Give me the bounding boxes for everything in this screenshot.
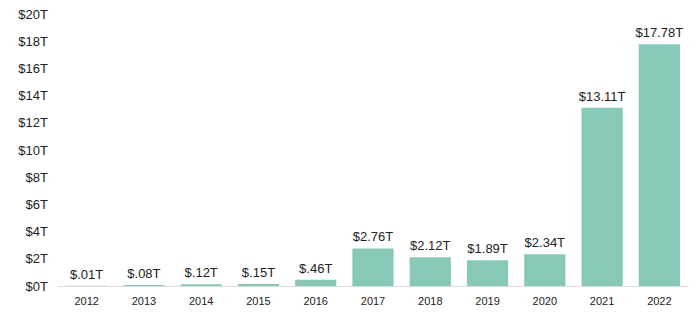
svg-text:$16T: $16T bbox=[18, 61, 48, 76]
svg-text:$2.76T: $2.76T bbox=[353, 229, 394, 244]
svg-text:2018: 2018 bbox=[418, 295, 442, 307]
svg-text:$14T: $14T bbox=[18, 88, 48, 103]
svg-text:$20T: $20T bbox=[18, 7, 48, 22]
svg-text:$1.89T: $1.89T bbox=[467, 241, 508, 256]
svg-text:2017: 2017 bbox=[361, 295, 385, 307]
svg-text:2019: 2019 bbox=[475, 295, 499, 307]
svg-text:$6T: $6T bbox=[26, 197, 48, 212]
svg-text:2022: 2022 bbox=[647, 295, 671, 307]
svg-text:$.15T: $.15T bbox=[242, 265, 275, 280]
svg-text:2014: 2014 bbox=[189, 295, 213, 307]
svg-text:$13.11T: $13.11T bbox=[579, 89, 626, 104]
svg-text:$10T: $10T bbox=[18, 143, 48, 158]
svg-text:$8T: $8T bbox=[26, 170, 48, 185]
svg-text:2013: 2013 bbox=[132, 295, 156, 307]
svg-text:$12T: $12T bbox=[18, 115, 48, 130]
svg-text:2020: 2020 bbox=[533, 295, 557, 307]
svg-text:$.01T: $.01T bbox=[70, 267, 103, 282]
svg-text:$17.78T: $17.78T bbox=[636, 25, 684, 40]
svg-text:$4T: $4T bbox=[26, 224, 48, 239]
svg-text:$2.12T: $2.12T bbox=[410, 238, 451, 253]
svg-text:2015: 2015 bbox=[246, 295, 270, 307]
svg-text:2016: 2016 bbox=[303, 295, 327, 307]
svg-text:$2T: $2T bbox=[26, 251, 48, 266]
svg-text:2012: 2012 bbox=[74, 295, 98, 307]
svg-text:2021: 2021 bbox=[590, 295, 614, 307]
svg-text:$.46T: $.46T bbox=[299, 261, 332, 276]
svg-text:$0T: $0T bbox=[26, 279, 48, 294]
svg-text:$2.34T: $2.34T bbox=[525, 235, 566, 250]
svg-text:$18T: $18T bbox=[18, 34, 48, 49]
svg-text:$.08T: $.08T bbox=[127, 266, 160, 281]
svg-text:$.12T: $.12T bbox=[185, 265, 218, 280]
